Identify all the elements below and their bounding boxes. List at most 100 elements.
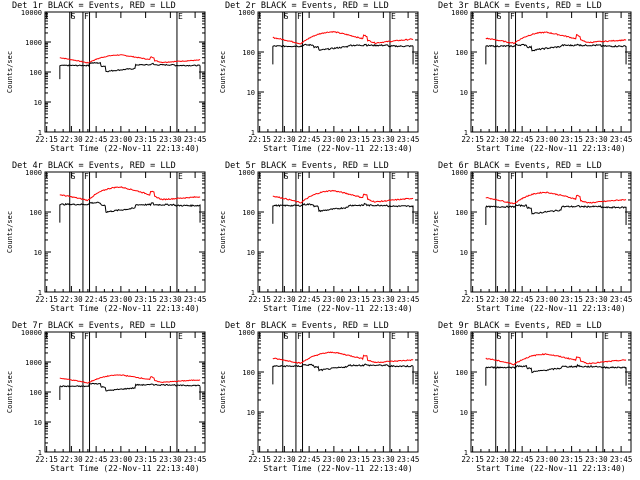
y-axis-label: Counts/sec	[6, 51, 14, 93]
y-axis-label: Counts/sec	[219, 51, 227, 93]
x-tick-label: 23:00	[323, 135, 346, 144]
flag-e: E	[391, 332, 396, 341]
detector-panel-5: Det 5r BLACK = Events, RED = LLD 1 10 100 10…	[219, 161, 419, 313]
x-tick-label: 23:00	[110, 135, 133, 144]
series-events-line	[485, 204, 627, 215]
plot-frame	[470, 331, 632, 453]
y-axis-label: Counts/sec	[6, 211, 14, 253]
x-tick-label: 23:45	[397, 135, 420, 144]
series-lld-line	[485, 353, 627, 366]
y-tick-label: 1	[251, 129, 255, 137]
series-lld-line	[272, 30, 414, 45]
detector-panel-8: Det 8r BLACK = Events, RED = LLD 1 10 100 10…	[219, 321, 419, 473]
x-tick-label: 22:15	[248, 455, 271, 464]
detector-panel-7: Det 7r BLACK = Events, RED = LLD 1 10 100 10…	[6, 321, 206, 473]
x-tick-label: 22:30	[60, 455, 83, 464]
x-axis-label: Start Time (22-Nov-11 22:13:40)	[476, 304, 625, 313]
x-tick-label: 22:15	[461, 455, 484, 464]
flag-f: F	[510, 12, 515, 21]
y-tick-label: 1000	[451, 169, 468, 177]
x-axis-label: Start Time (22-Nov-11 22:13:40)	[476, 144, 625, 153]
flag-s: S	[284, 172, 289, 181]
x-tick-label: 23:15	[134, 135, 157, 144]
x-tick-label: 23:15	[347, 455, 370, 464]
y-tick-label: 10	[460, 409, 468, 417]
x-tick-label: 22:15	[461, 295, 484, 304]
x-tick-label: 22:15	[35, 455, 58, 464]
x-tick-label: 23:15	[560, 135, 583, 144]
y-axis-label: Counts/sec	[219, 211, 227, 253]
flag-s: S	[71, 332, 76, 341]
series-events-line	[59, 61, 201, 73]
x-tick-label: 23:00	[110, 295, 133, 304]
x-tick-label: 23:00	[323, 455, 346, 464]
x-tick-label: 22:45	[511, 455, 534, 464]
panel-title: Det 2r BLACK = Events, RED = LLD	[225, 1, 389, 11]
panel-title: Det 3r BLACK = Events, RED = LLD	[438, 1, 602, 11]
series-lld-line	[59, 186, 201, 202]
x-tick-label: 23:30	[585, 295, 608, 304]
plot-frame	[470, 11, 632, 133]
flag-s: S	[71, 12, 76, 21]
y-tick-label: 1000	[451, 329, 468, 337]
y-tick-label: 100	[455, 49, 468, 57]
y-axis-label: Counts/sec	[432, 51, 440, 93]
y-tick-label: 100	[29, 389, 42, 397]
x-axis-label: Start Time (22-Nov-11 22:13:40)	[50, 304, 199, 313]
x-tick-label: 22:15	[35, 295, 58, 304]
flag-s: S	[71, 172, 76, 181]
y-tick-label: 1000	[238, 329, 255, 337]
flag-s: S	[284, 12, 289, 21]
plot-frame	[44, 331, 206, 453]
panel-title: Det 5r BLACK = Events, RED = LLD	[225, 161, 389, 171]
x-tick-label: 23:15	[560, 455, 583, 464]
y-tick-label: 10	[460, 89, 468, 97]
x-tick-label: 22:45	[511, 295, 534, 304]
x-tick-label: 23:00	[536, 135, 559, 144]
x-tick-label: 23:15	[134, 295, 157, 304]
series-events-line	[485, 363, 627, 374]
y-tick-label: 1000	[25, 169, 42, 177]
x-tick-label: 22:30	[486, 135, 509, 144]
y-axis-label: Counts/sec	[219, 371, 227, 413]
series-events-line	[485, 43, 627, 52]
flag-f: F	[84, 172, 89, 181]
y-tick-label: 10	[34, 249, 42, 257]
x-tick-label: 22:45	[298, 455, 321, 464]
panel-title: Det 8r BLACK = Events, RED = LLD	[225, 321, 389, 331]
x-tick-label: 23:45	[610, 295, 633, 304]
y-tick-label: 10	[247, 409, 255, 417]
x-tick-label: 23:30	[372, 135, 395, 144]
y-tick-label: 1	[38, 129, 42, 137]
plot-frame	[257, 11, 419, 133]
series-events-line	[272, 202, 414, 213]
flag-e: E	[178, 172, 183, 181]
detector-panel-6: Det 6r BLACK = Events, RED = LLD 1 10 100 10…	[432, 161, 632, 313]
series-events-line	[59, 201, 201, 213]
y-axis-label: Counts/sec	[432, 211, 440, 253]
y-tick-label: 10000	[21, 9, 42, 17]
x-tick-label: 22:30	[273, 135, 296, 144]
flag-f: F	[510, 332, 515, 341]
x-tick-label: 23:45	[397, 295, 420, 304]
detector-panel-1: Det 1r BLACK = Events, RED = LLD 1 10 100 10…	[6, 1, 206, 153]
detector-panel-4: Det 4r BLACK = Events, RED = LLD 1 10 100 10…	[6, 161, 206, 313]
series-events-line	[272, 363, 414, 372]
y-tick-label: 1000	[238, 9, 255, 17]
plot-frame	[44, 11, 206, 133]
x-tick-label: 22:45	[85, 295, 108, 304]
x-tick-label: 22:30	[486, 295, 509, 304]
x-tick-label: 23:45	[184, 455, 207, 464]
x-tick-label: 22:30	[273, 455, 296, 464]
x-tick-label: 23:30	[159, 455, 182, 464]
y-tick-label: 100	[29, 69, 42, 77]
x-axis-label: Start Time (22-Nov-11 22:13:40)	[50, 464, 199, 473]
x-tick-label: 23:30	[159, 295, 182, 304]
series-lld-line	[485, 31, 627, 45]
x-axis-label: Start Time (22-Nov-11 22:13:40)	[263, 144, 412, 153]
x-tick-label: 23:45	[184, 295, 207, 304]
x-tick-label: 23:30	[585, 455, 608, 464]
x-tick-label: 23:30	[585, 135, 608, 144]
y-tick-label: 1	[464, 129, 468, 137]
